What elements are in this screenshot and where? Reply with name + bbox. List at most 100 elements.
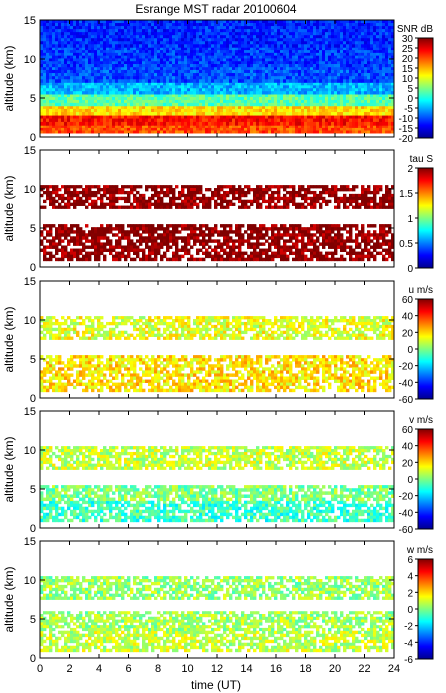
heatmap-cell — [172, 227, 176, 231]
heatmap-cell — [316, 79, 320, 83]
heatmap-cell — [358, 79, 362, 83]
heatmap-cell — [103, 61, 107, 65]
heatmap-cell — [367, 69, 371, 74]
heatmap-cell — [205, 29, 209, 33]
heatmap-cell — [391, 91, 395, 95]
heatmap-cell — [322, 55, 326, 59]
heatmap-cell — [52, 115, 56, 119]
heatmap-cell — [130, 79, 134, 83]
heatmap-cell — [64, 102, 68, 107]
heatmap-cell — [283, 41, 287, 45]
heatmap-cell — [205, 32, 209, 36]
heatmap-cell — [127, 248, 131, 252]
heatmap-cell — [169, 224, 173, 228]
heatmap-cell — [55, 52, 59, 57]
heatmap-cell — [136, 41, 140, 45]
heatmap-cell — [196, 94, 200, 98]
heatmap-cell — [136, 227, 140, 231]
heatmap-cell — [148, 233, 152, 237]
heatmap-cell — [208, 61, 212, 65]
heatmap-cell — [193, 79, 197, 83]
heatmap-cell — [130, 58, 134, 62]
heatmap-cell — [388, 127, 392, 131]
heatmap-cell — [100, 242, 104, 246]
heatmap-cell — [226, 69, 230, 74]
heatmap-cell — [214, 50, 218, 54]
heatmap-cell — [286, 52, 290, 57]
heatmap-cell — [325, 125, 329, 129]
heatmap-cell — [328, 118, 332, 123]
heatmap-cell — [241, 102, 245, 107]
heatmap-cell — [142, 121, 146, 126]
heatmap-cell — [43, 102, 47, 107]
heatmap-cell — [160, 58, 164, 62]
heatmap-cell — [325, 115, 329, 119]
heatmap-cell — [178, 20, 182, 24]
heatmap-cell — [379, 97, 383, 101]
heatmap-cell — [175, 127, 179, 131]
heatmap-cell — [64, 32, 68, 36]
heatmap-cell — [151, 79, 155, 83]
heatmap-cell — [211, 79, 215, 83]
heatmap-cell — [292, 47, 296, 51]
heatmap-cell — [40, 105, 44, 110]
heatmap-cell — [151, 20, 155, 24]
heatmap-cell — [61, 66, 65, 71]
heatmap-cell — [118, 245, 122, 249]
heatmap-cell — [91, 73, 95, 77]
heatmap-cell — [145, 121, 149, 126]
heatmap-cell — [145, 99, 149, 104]
heatmap-cell — [106, 85, 110, 89]
heatmap-cell — [142, 61, 146, 65]
heatmap-cell — [151, 227, 155, 231]
heatmap-cell — [40, 99, 44, 104]
heatmap-cell — [115, 66, 119, 71]
heatmap-cell — [223, 58, 227, 62]
heatmap-cell — [286, 121, 290, 126]
heatmap-cell — [187, 76, 191, 80]
heatmap-cell — [259, 64, 263, 68]
heatmap-cell — [325, 66, 329, 71]
heatmap-cell — [175, 125, 179, 129]
heatmap-cell — [235, 94, 239, 98]
heatmap-cell — [43, 50, 47, 54]
heatmap-cell — [247, 102, 251, 107]
heatmap-cell — [46, 73, 50, 77]
heatmap-cell — [304, 82, 308, 86]
heatmap-cell — [307, 47, 311, 51]
heatmap-cell — [301, 38, 305, 42]
heatmap-cell — [85, 20, 89, 24]
heatmap-cell — [187, 79, 191, 83]
heatmap-cell — [115, 233, 119, 237]
heatmap-cell — [307, 35, 311, 39]
heatmap-cell — [361, 26, 365, 30]
heatmap-cell — [109, 91, 113, 95]
heatmap-cell — [46, 29, 50, 33]
heatmap-cell — [109, 69, 113, 74]
heatmap-cell — [82, 26, 86, 30]
heatmap-cell — [244, 102, 248, 107]
heatmap-cell — [142, 108, 146, 113]
heatmap-cell — [175, 227, 179, 231]
heatmap-cell — [346, 23, 350, 27]
heatmap-cell — [142, 130, 146, 134]
heatmap-cell — [202, 58, 206, 62]
heatmap-cell — [91, 47, 95, 51]
heatmap-cell — [361, 79, 365, 83]
heatmap-cell — [175, 112, 179, 116]
heatmap-cell — [340, 91, 344, 95]
heatmap-cell — [376, 73, 380, 77]
heatmap-cell — [304, 35, 308, 39]
heatmap-cell — [226, 73, 230, 77]
heatmap-cell — [142, 69, 146, 74]
heatmap-cell — [190, 224, 194, 228]
heatmap-cell — [145, 20, 149, 24]
heatmap-cell — [112, 41, 116, 45]
heatmap-cell — [46, 99, 50, 104]
heatmap-cell — [145, 94, 149, 98]
heatmap-cell — [343, 125, 347, 129]
heatmap-cell — [355, 127, 359, 131]
heatmap-cell — [82, 127, 86, 131]
heatmap-cell — [109, 61, 113, 65]
heatmap-cell — [49, 79, 53, 83]
